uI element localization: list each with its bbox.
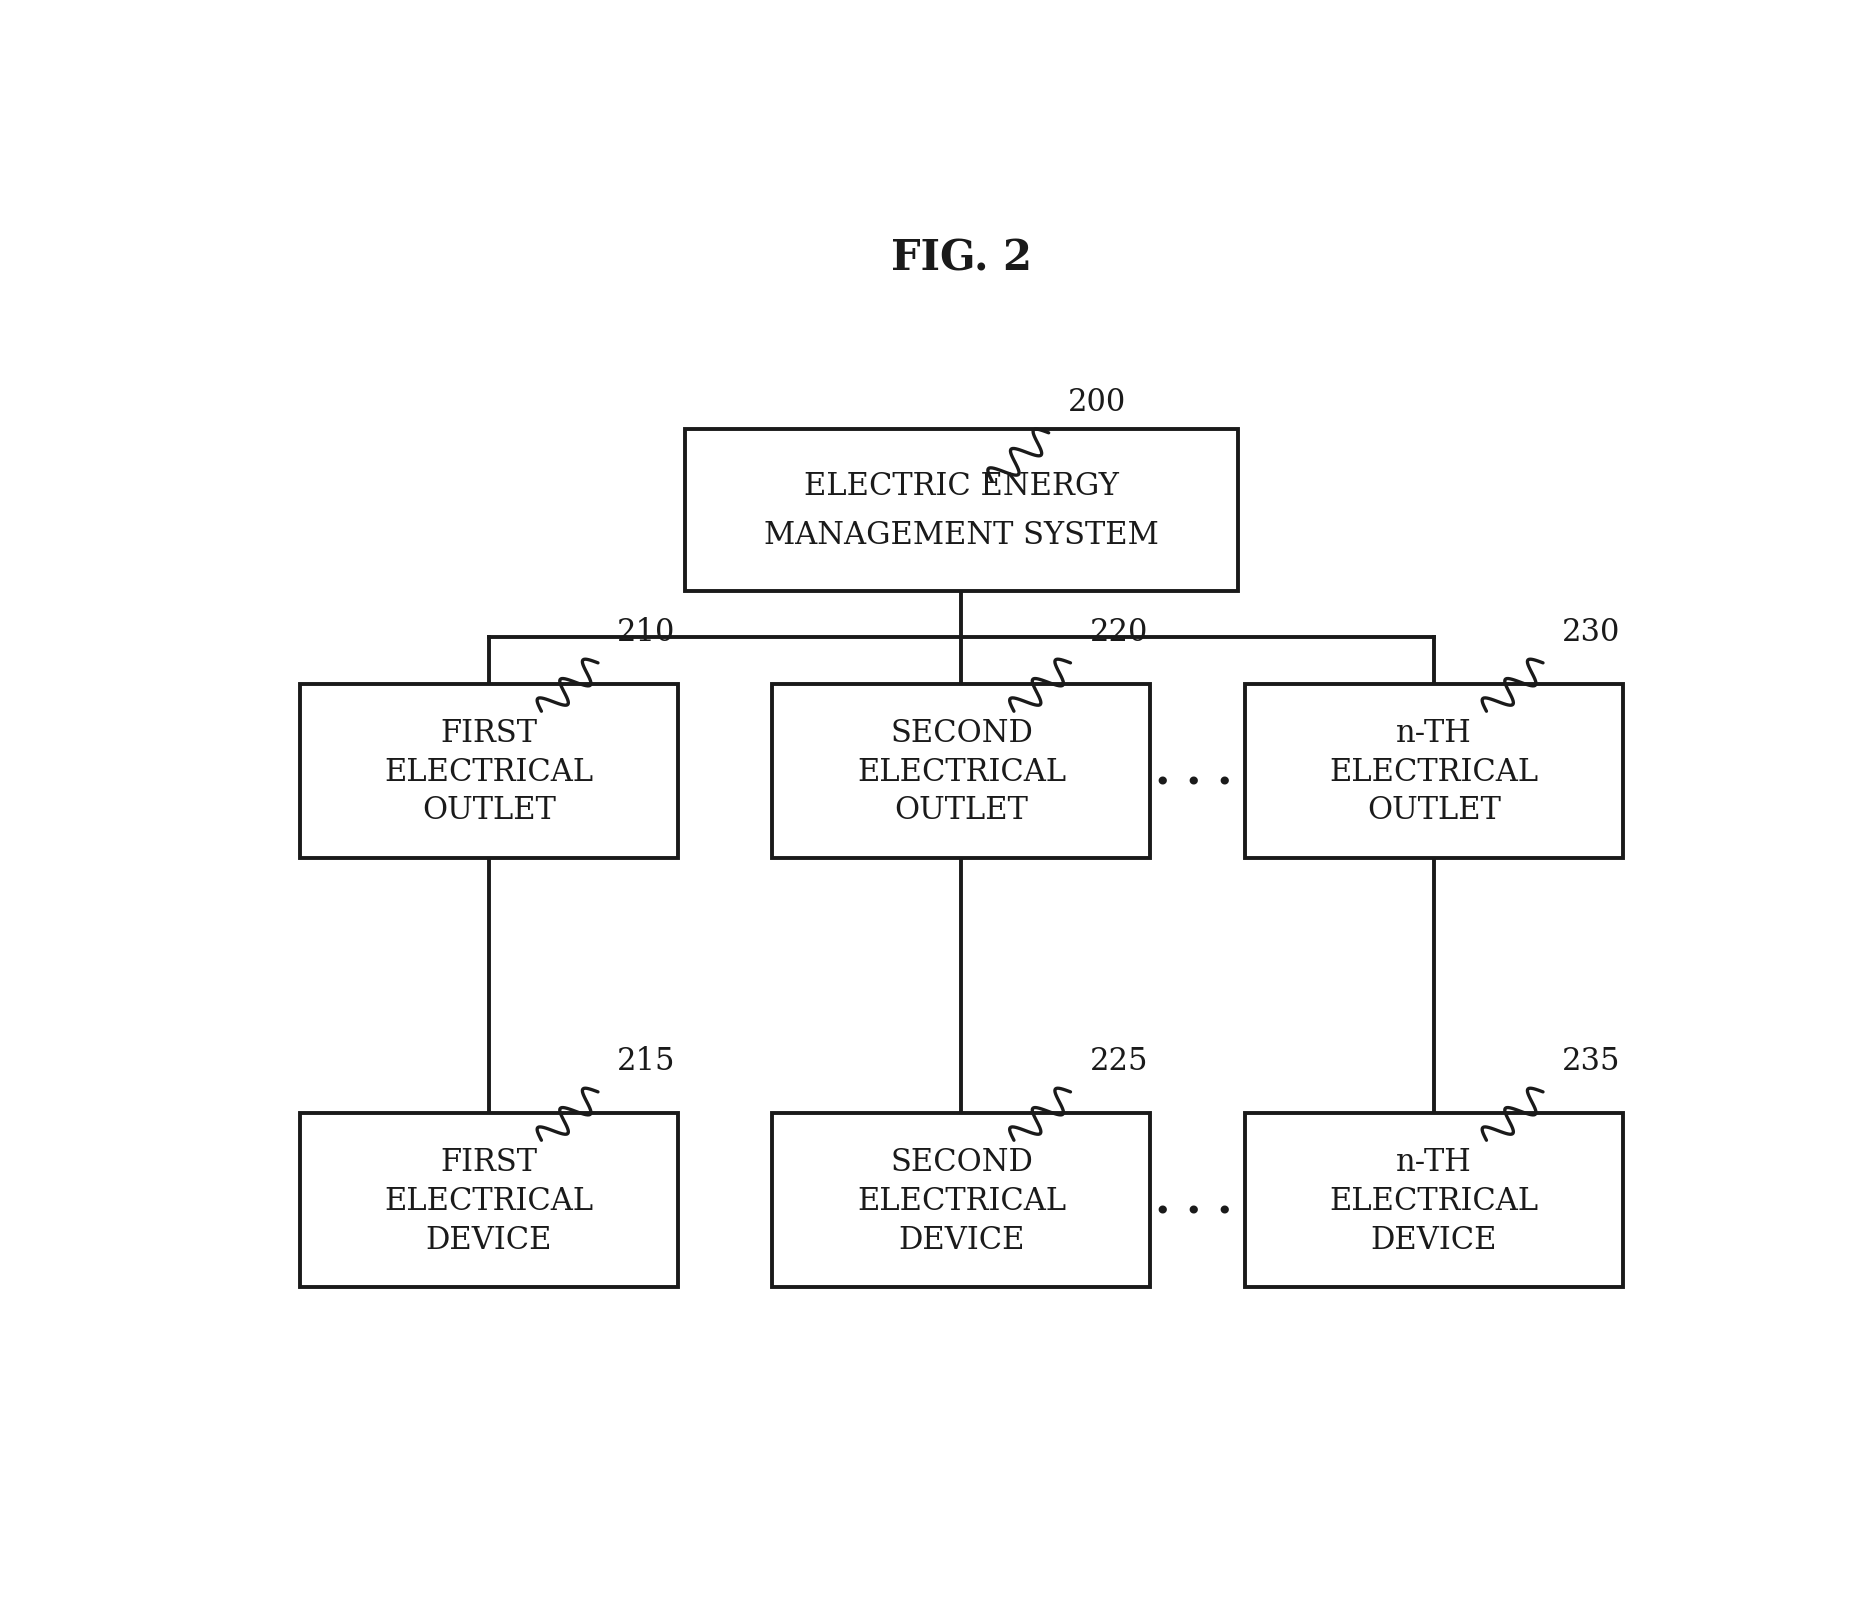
Text: n-TH: n-TH (1396, 1146, 1473, 1177)
Text: OUTLET: OUTLET (895, 796, 1028, 826)
Text: MANAGEMENT SYSTEM: MANAGEMENT SYSTEM (764, 520, 1159, 550)
Text: 225: 225 (1090, 1046, 1148, 1077)
Text: ELECTRIC ENERGY: ELECTRIC ENERGY (805, 471, 1118, 502)
Bar (1246, 1114, 1623, 1288)
Text: DEVICE: DEVICE (426, 1223, 552, 1254)
Text: ELECTRICAL: ELECTRICAL (1330, 755, 1538, 788)
Text: DEVICE: DEVICE (1371, 1223, 1497, 1254)
Bar (300, 1114, 677, 1288)
Text: n-TH: n-TH (1396, 717, 1473, 749)
Bar (685, 429, 1238, 591)
Text: 210: 210 (617, 617, 675, 647)
Text: . . .: . . . (1156, 1178, 1233, 1222)
Text: FIRST: FIRST (441, 1146, 537, 1177)
Text: OUTLET: OUTLET (422, 796, 555, 826)
Bar (300, 684, 677, 859)
Text: OUTLET: OUTLET (1368, 796, 1501, 826)
Text: . . .: . . . (1156, 751, 1233, 792)
Text: ELECTRICAL: ELECTRICAL (385, 755, 593, 788)
Text: ELECTRICAL: ELECTRICAL (857, 755, 1066, 788)
Text: DEVICE: DEVICE (899, 1223, 1024, 1254)
Text: ELECTRICAL: ELECTRICAL (385, 1185, 593, 1215)
Text: 235: 235 (1563, 1046, 1621, 1077)
Text: ELECTRICAL: ELECTRICAL (857, 1185, 1066, 1215)
Text: FIG. 2: FIG. 2 (891, 237, 1032, 279)
Text: 215: 215 (617, 1046, 675, 1077)
Bar (773, 1114, 1150, 1288)
Text: 230: 230 (1563, 617, 1621, 647)
Text: 200: 200 (1067, 386, 1126, 418)
Text: SECOND: SECOND (889, 717, 1034, 749)
Bar (773, 684, 1150, 859)
Text: SECOND: SECOND (889, 1146, 1034, 1177)
Text: ELECTRICAL: ELECTRICAL (1330, 1185, 1538, 1215)
Text: FIRST: FIRST (441, 717, 537, 749)
Bar (1246, 684, 1623, 859)
Text: 220: 220 (1090, 617, 1148, 647)
